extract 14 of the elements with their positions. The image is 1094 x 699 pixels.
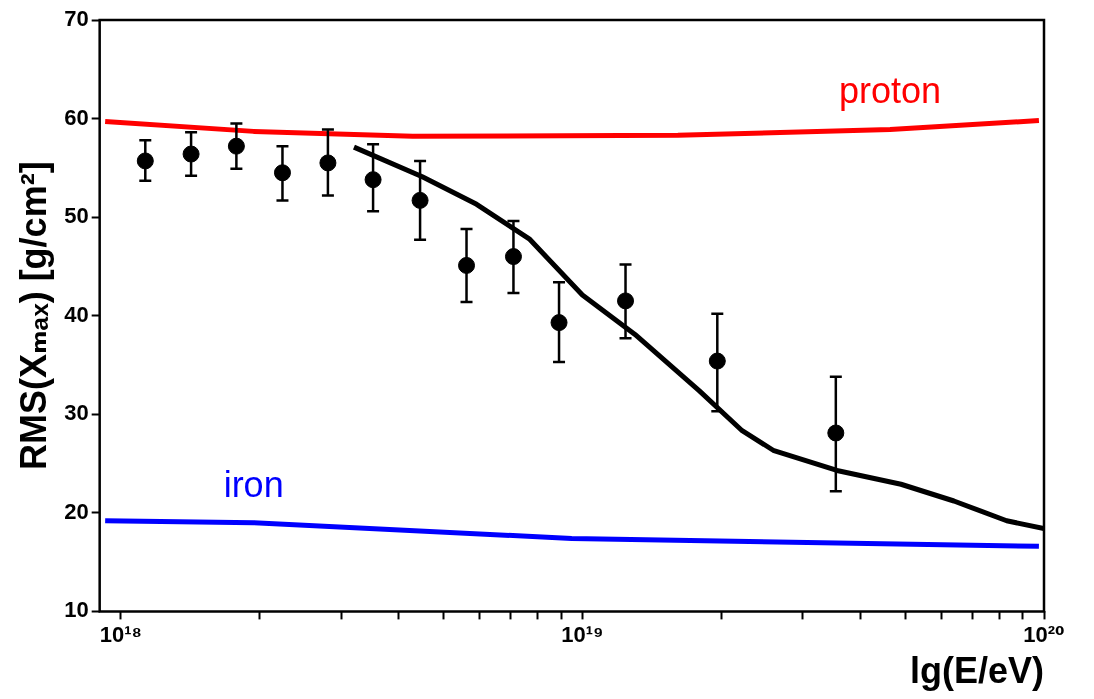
y-tick-label: 50 bbox=[64, 203, 89, 229]
y-tick-label: 40 bbox=[64, 301, 89, 327]
y-tick-label: 10 bbox=[64, 597, 89, 623]
y-axis-title: RMS(Xₘₐₓ) [g/cm²] bbox=[12, 161, 54, 471]
y-tick-label: 20 bbox=[64, 498, 89, 524]
y-tick-label: 70 bbox=[64, 6, 89, 32]
x-tick-label: 10¹⁹ bbox=[561, 621, 604, 647]
series-label: iron bbox=[223, 463, 284, 505]
series-label: proton bbox=[839, 70, 942, 112]
y-tick-label: 30 bbox=[64, 400, 89, 426]
x-tick-label: 10²⁰ bbox=[1023, 621, 1065, 647]
x-tick-label: 10¹⁸ bbox=[99, 621, 142, 647]
x-axis-title: lg(E/eV) bbox=[909, 650, 1044, 692]
y-tick-label: 60 bbox=[64, 104, 89, 130]
